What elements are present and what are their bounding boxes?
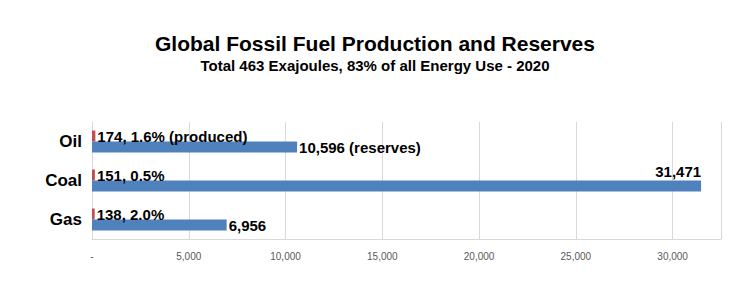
svg-text:138, 2.0%: 138, 2.0%: [97, 206, 165, 223]
svg-text:20,000: 20,000: [464, 251, 495, 262]
svg-text:25,000: 25,000: [561, 251, 592, 262]
svg-text:151, 0.5%: 151, 0.5%: [97, 167, 165, 184]
svg-text:5,000: 5,000: [176, 251, 201, 262]
svg-text:174, 1.6% (produced): 174, 1.6% (produced): [97, 128, 247, 145]
svg-text:30,000: 30,000: [657, 251, 688, 262]
svg-text:-: -: [90, 251, 93, 262]
svg-text:Total 463 Exajoules, 83% of al: Total 463 Exajoules, 83% of all Energy U…: [200, 57, 549, 74]
svg-text:Global Fossil Fuel Production: Global Fossil Fuel Production and Reserv…: [155, 32, 595, 55]
svg-text:Gas: Gas: [50, 210, 82, 229]
svg-text:10,596 (reserves): 10,596 (reserves): [299, 139, 421, 156]
svg-text:10,000: 10,000: [270, 251, 301, 262]
svg-text:Oil: Oil: [59, 132, 82, 151]
svg-text:6,956: 6,956: [229, 217, 267, 234]
svg-text:15,000: 15,000: [367, 251, 398, 262]
svg-text:Coal: Coal: [45, 171, 82, 190]
svg-text:31,471: 31,471: [655, 163, 701, 180]
